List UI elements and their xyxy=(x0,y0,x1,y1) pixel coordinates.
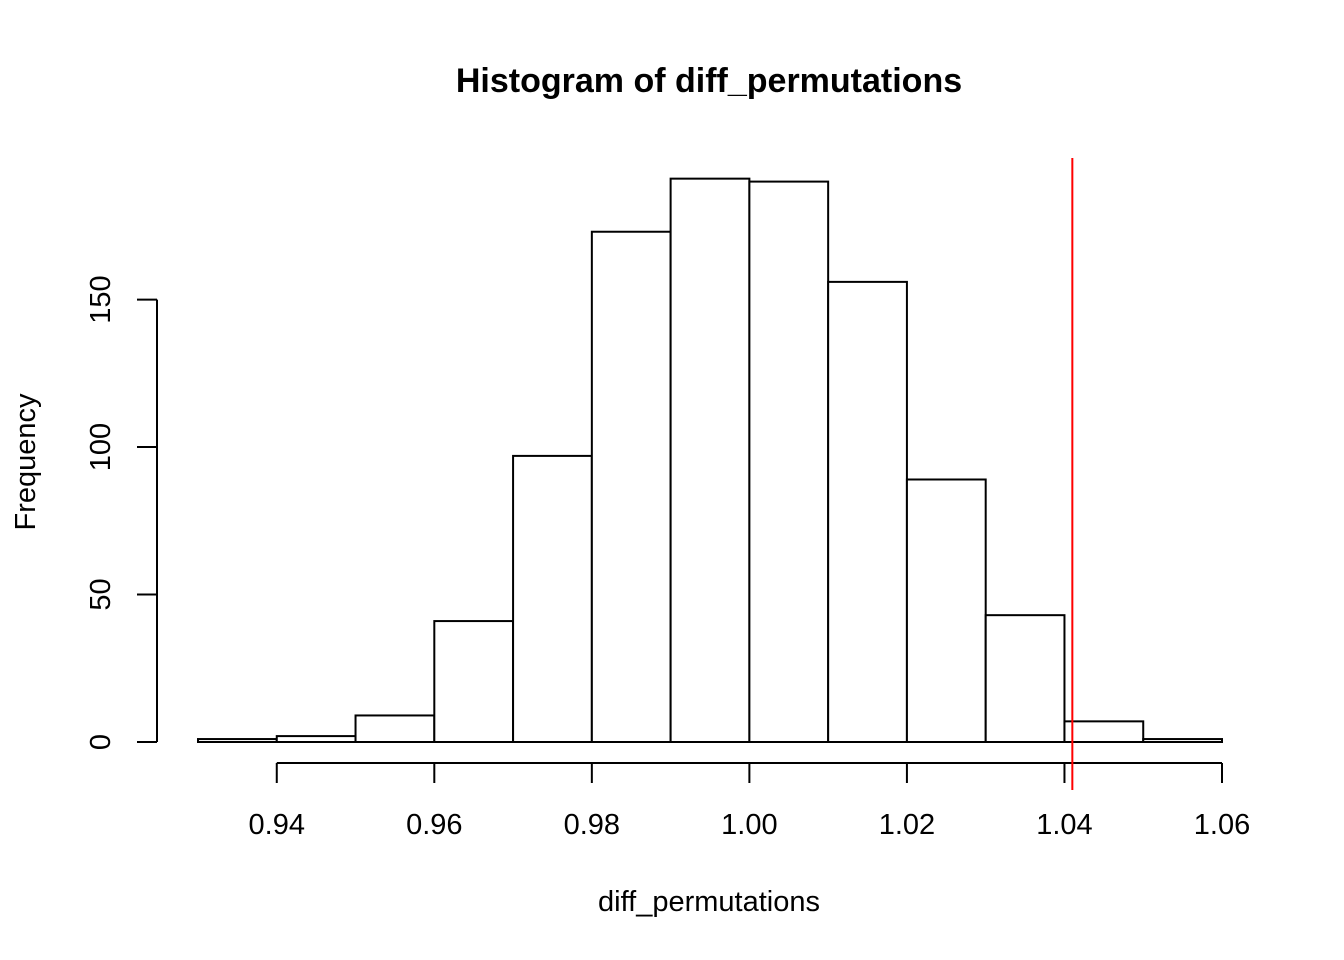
histogram-bar xyxy=(905,478,987,743)
histogram-bar xyxy=(433,620,515,743)
y-tick-label: 0 xyxy=(85,734,117,750)
x-tick-label: 1.00 xyxy=(721,809,777,841)
x-tick-label: 1.06 xyxy=(1194,809,1250,841)
x-tick-label: 1.04 xyxy=(1036,809,1092,841)
y-axis-label: Frequency xyxy=(10,393,42,531)
histogram-bar xyxy=(354,714,436,743)
bars-group xyxy=(197,177,1223,744)
y-tick-label: 150 xyxy=(85,275,117,323)
histogram-bar xyxy=(984,614,1066,743)
x-tick-label: 1.02 xyxy=(879,809,935,841)
y-tick-label: 100 xyxy=(85,423,117,471)
histogram-bar xyxy=(275,735,357,744)
histogram-bar xyxy=(1142,738,1223,743)
histogram-bar xyxy=(1063,720,1145,743)
histogram-bar xyxy=(748,180,830,744)
chart-title: Histogram of diff_permutations xyxy=(456,62,962,100)
y-axis: 0 50 100 150 xyxy=(85,275,158,750)
x-tick-label: 0.98 xyxy=(564,809,620,841)
x-tick-label: 0.96 xyxy=(406,809,462,841)
histogram-bar xyxy=(669,177,751,743)
histogram-bar xyxy=(512,454,593,743)
histogram-bar xyxy=(827,280,908,743)
x-tick-label: 0.94 xyxy=(249,809,305,841)
x-axis: 0.94 0.96 0.98 1.00 1.02 1.04 1.06 xyxy=(249,762,1250,841)
y-tick-label: 50 xyxy=(85,578,117,610)
histogram-bar xyxy=(197,738,278,743)
x-axis-label: diff_permutations xyxy=(598,886,820,918)
histogram-bar xyxy=(590,230,672,744)
